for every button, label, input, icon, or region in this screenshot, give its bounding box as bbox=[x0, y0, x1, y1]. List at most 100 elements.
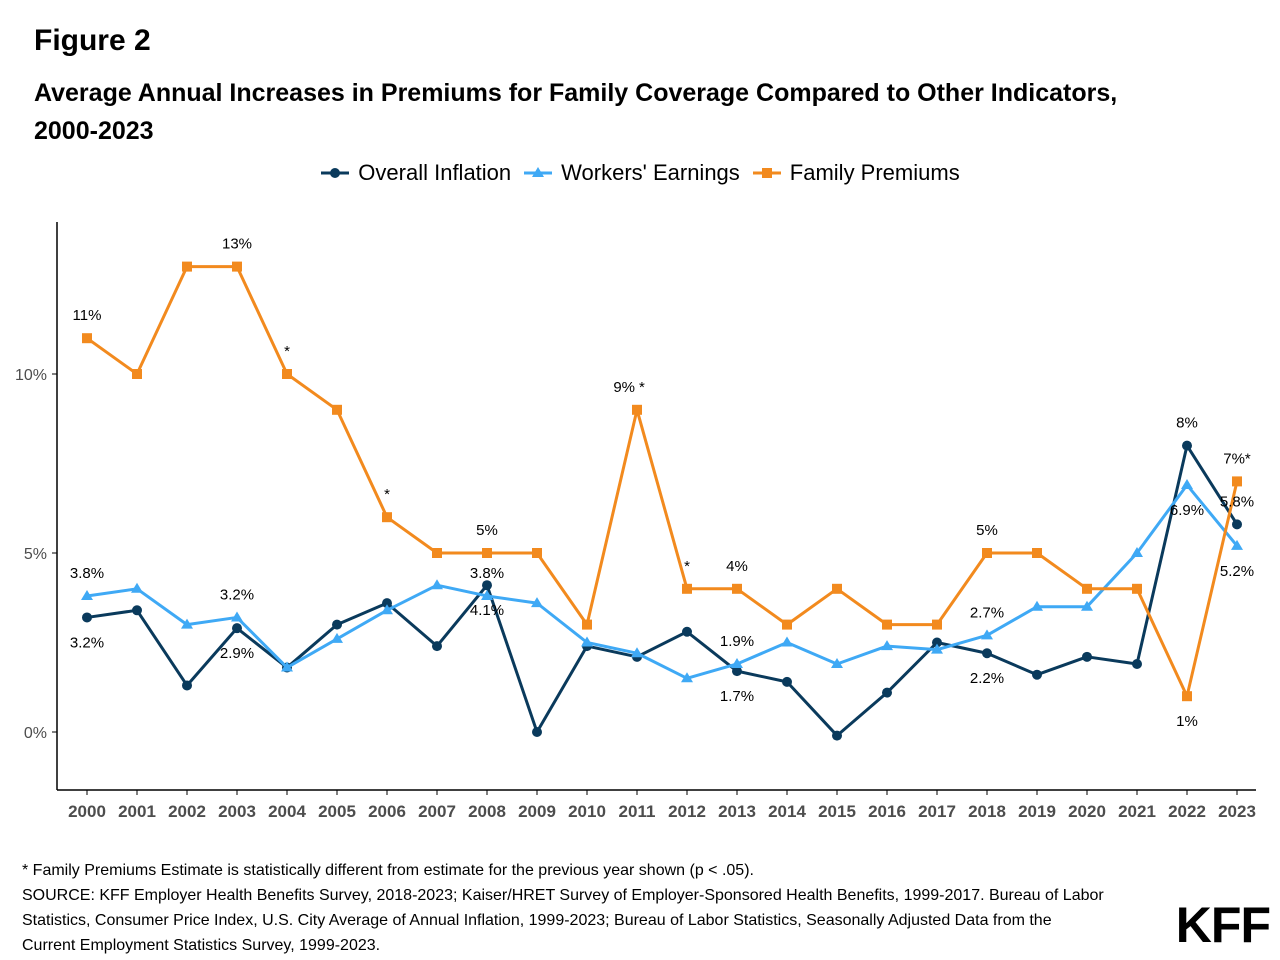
x-tick-label: 2023 bbox=[1218, 802, 1256, 821]
point-premiums bbox=[732, 583, 742, 594]
point-premiums bbox=[232, 261, 242, 272]
point-inflation bbox=[1082, 651, 1092, 662]
x-tick-label: 2002 bbox=[168, 802, 206, 821]
point-inflation bbox=[732, 666, 742, 677]
point-earnings bbox=[81, 589, 93, 600]
point-premiums bbox=[682, 583, 692, 594]
legend-key-inflation bbox=[321, 168, 350, 178]
point-premiums bbox=[882, 619, 892, 630]
point-premiums bbox=[1182, 691, 1192, 702]
legend-label-earnings: Workers' Earnings bbox=[561, 160, 740, 185]
point-premiums bbox=[532, 548, 542, 558]
point-inflation bbox=[82, 612, 92, 623]
x-tick-label: 2003 bbox=[218, 802, 256, 821]
point-earnings bbox=[1231, 539, 1243, 550]
x-tick-label: 2001 bbox=[118, 802, 156, 821]
legend-item-premiums: Family Premiums bbox=[752, 160, 960, 186]
x-tick-label: 2011 bbox=[619, 802, 656, 821]
legend-key-earnings bbox=[524, 167, 553, 177]
point-earnings bbox=[781, 636, 793, 647]
point-earnings bbox=[881, 640, 893, 651]
point-earnings bbox=[331, 632, 343, 643]
point-inflation bbox=[1182, 440, 1192, 451]
point-premiums bbox=[432, 548, 442, 558]
point-earnings bbox=[381, 604, 393, 615]
x-tick-label: 2018 bbox=[968, 802, 1006, 821]
x-tick-label: 2015 bbox=[818, 802, 856, 821]
legend-item-inflation: Overall Inflation bbox=[320, 160, 511, 186]
point-earnings bbox=[131, 582, 143, 593]
data-label: * bbox=[284, 343, 290, 360]
point-premiums bbox=[182, 261, 192, 272]
x-tick-label: 2000 bbox=[68, 802, 106, 821]
point-premiums bbox=[82, 333, 92, 344]
data-label: * bbox=[684, 558, 690, 575]
point-premiums bbox=[132, 369, 142, 379]
data-label: 6.9% bbox=[1170, 502, 1204, 519]
data-label: 11% bbox=[73, 307, 102, 324]
point-premiums bbox=[1132, 583, 1142, 594]
data-label: 8% bbox=[1176, 415, 1198, 432]
data-label: 7%* bbox=[1223, 450, 1251, 467]
point-earnings bbox=[931, 643, 943, 654]
point-inflation bbox=[132, 605, 142, 616]
series-line-premiums bbox=[86, 265, 1239, 698]
x-tick-label: 2013 bbox=[718, 802, 756, 821]
point-inflation bbox=[432, 641, 442, 652]
chart-title-line2: 2000-2023 bbox=[34, 117, 154, 145]
data-label: 5.2% bbox=[1220, 563, 1254, 580]
point-premiums bbox=[1082, 583, 1092, 594]
point-premiums bbox=[782, 619, 792, 630]
data-label: * bbox=[639, 379, 645, 396]
point-inflation bbox=[1232, 519, 1242, 530]
x-tick-label: 2010 bbox=[568, 802, 606, 821]
data-label: 2.9% bbox=[220, 645, 254, 662]
point-earnings bbox=[1131, 547, 1143, 557]
point-earnings bbox=[281, 661, 293, 672]
data-label: 5.8% bbox=[1220, 493, 1254, 510]
chart-title: Average Annual Increases in Premiums for… bbox=[34, 74, 1234, 150]
point-premiums bbox=[482, 548, 492, 558]
legend-item-earnings: Workers' Earnings bbox=[523, 160, 740, 186]
point-premiums bbox=[332, 404, 342, 415]
point-inflation bbox=[532, 727, 542, 737]
legend-label-premiums: Family Premiums bbox=[789, 160, 960, 185]
data-label: * bbox=[384, 486, 390, 503]
point-earnings bbox=[681, 672, 693, 683]
footnote-source-2: Statistics, Consumer Price Index, U.S. C… bbox=[22, 912, 1052, 929]
chart-title-line1: Average Annual Increases in Premiums for… bbox=[34, 79, 1118, 107]
point-inflation bbox=[982, 648, 992, 659]
x-tick-label: 2005 bbox=[318, 802, 356, 821]
x-tick-label: 2022 bbox=[1168, 802, 1206, 821]
point-earnings bbox=[1031, 600, 1043, 611]
point-earnings bbox=[1181, 478, 1193, 489]
data-label: 1% bbox=[1176, 713, 1198, 730]
data-label: 1.9% bbox=[720, 633, 754, 650]
footnote-source-1: SOURCE: KFF Employer Health Benefits Sur… bbox=[22, 887, 1104, 904]
point-inflation bbox=[1132, 658, 1142, 669]
data-label: 5% bbox=[976, 522, 998, 539]
x-tick-label: 2014 bbox=[768, 802, 806, 821]
data-label: 13% bbox=[222, 236, 252, 253]
point-inflation bbox=[882, 687, 892, 698]
data-label: 4.1% bbox=[470, 602, 504, 619]
point-inflation bbox=[182, 680, 192, 691]
x-tick-label: 2012 bbox=[668, 802, 706, 821]
data-label: 5% bbox=[476, 522, 498, 539]
y-tick-label: 10% bbox=[15, 367, 47, 384]
point-earnings bbox=[481, 589, 493, 600]
x-tick-label: 2007 bbox=[418, 802, 456, 821]
data-label: 3.2% bbox=[220, 586, 254, 603]
x-tick-label: 2019 bbox=[1018, 802, 1056, 821]
x-tick-label: 2021 bbox=[1118, 802, 1156, 821]
point-inflation bbox=[232, 623, 242, 634]
point-inflation bbox=[832, 730, 842, 741]
point-inflation bbox=[482, 580, 492, 591]
kff-logo: KFF bbox=[1175, 897, 1271, 953]
x-tick-label: 2008 bbox=[468, 802, 506, 821]
point-premiums bbox=[832, 583, 842, 594]
series-line-earnings bbox=[86, 483, 1239, 680]
point-earnings bbox=[981, 629, 993, 640]
footnote-significance: * Family Premiums Estimate is statistica… bbox=[22, 862, 754, 879]
